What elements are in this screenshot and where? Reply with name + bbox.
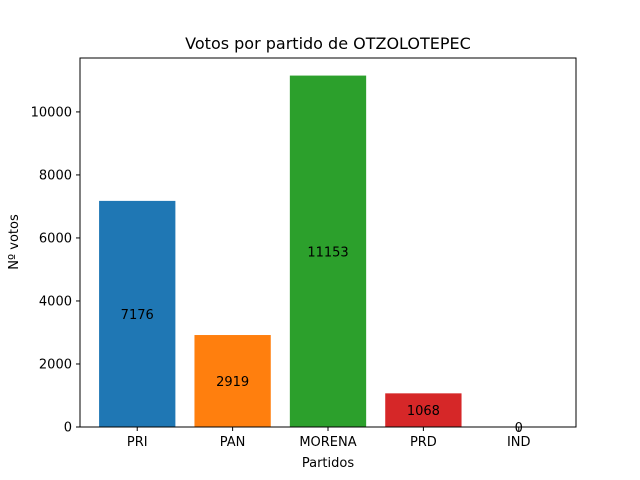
bar-prd xyxy=(385,393,462,427)
y-tick-label-8000: 8000 xyxy=(39,168,72,183)
data-label-morena: 11153 xyxy=(307,245,348,260)
bar-pan xyxy=(194,335,271,427)
x-tick-label-pri: PRI xyxy=(127,435,148,450)
y-axis-label: Nº votos xyxy=(7,214,22,270)
y-tick-label-0: 0 xyxy=(64,421,72,436)
data-label-pri: 7176 xyxy=(121,308,154,323)
x-tick-label-morena: MORENA xyxy=(299,435,356,450)
x-tick-label-ind: IND xyxy=(507,435,531,450)
x-tick-label-pan: PAN xyxy=(220,435,246,450)
x-axis-label: Partidos xyxy=(302,456,354,471)
x-axis: PRI PAN MORENA PRD IND xyxy=(127,427,531,450)
y-axis: 0 2000 4000 6000 8000 10000 xyxy=(31,105,80,436)
y-tick-label-6000: 6000 xyxy=(39,231,72,246)
plot-frame xyxy=(79,57,577,428)
bar-pri xyxy=(99,200,176,427)
x-tick-label-prd: PRD xyxy=(410,435,437,450)
bar-morena xyxy=(289,75,367,427)
chart-title: Votos por partido de OTZOLOTEPEC xyxy=(185,34,471,53)
y-tick-label-10000: 10000 xyxy=(31,105,72,120)
y-tick-label-2000: 2000 xyxy=(39,357,72,372)
data-label-prd: 1068 xyxy=(407,404,440,419)
data-label-pan: 2919 xyxy=(216,375,249,390)
bars-group xyxy=(99,75,462,427)
y-tick-label-4000: 4000 xyxy=(39,294,72,309)
